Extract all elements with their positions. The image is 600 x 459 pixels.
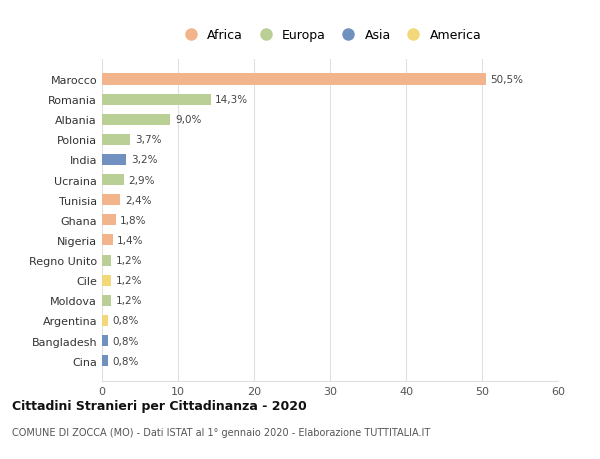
Text: Cittadini Stranieri per Cittadinanza - 2020: Cittadini Stranieri per Cittadinanza - 2…: [12, 399, 307, 412]
Text: 2,9%: 2,9%: [128, 175, 155, 185]
Text: 3,2%: 3,2%: [131, 155, 157, 165]
Bar: [102, 315, 108, 326]
Bar: [102, 195, 120, 206]
Text: 1,2%: 1,2%: [116, 275, 142, 285]
Text: 0,8%: 0,8%: [113, 316, 139, 326]
Text: 0,8%: 0,8%: [113, 336, 139, 346]
Text: COMUNE DI ZOCCA (MO) - Dati ISTAT al 1° gennaio 2020 - Elaborazione TUTTITALIA.I: COMUNE DI ZOCCA (MO) - Dati ISTAT al 1° …: [12, 427, 430, 437]
Text: 1,2%: 1,2%: [116, 256, 142, 265]
Bar: [102, 155, 127, 166]
Text: 50,5%: 50,5%: [490, 75, 523, 85]
Bar: [102, 95, 211, 106]
Bar: [102, 114, 170, 125]
Bar: [102, 275, 111, 286]
Bar: [102, 355, 108, 366]
Text: 14,3%: 14,3%: [215, 95, 248, 105]
Bar: [102, 74, 486, 85]
Text: 0,8%: 0,8%: [113, 356, 139, 366]
Bar: [102, 134, 130, 146]
Text: 9,0%: 9,0%: [175, 115, 202, 125]
Bar: [102, 255, 111, 266]
Text: 3,7%: 3,7%: [134, 135, 161, 145]
Text: 2,4%: 2,4%: [125, 195, 151, 205]
Text: 1,8%: 1,8%: [120, 215, 147, 225]
Bar: [102, 174, 124, 186]
Text: 1,4%: 1,4%: [117, 235, 144, 246]
Bar: [102, 295, 111, 306]
Legend: Africa, Europa, Asia, America: Africa, Europa, Asia, America: [173, 24, 487, 47]
Bar: [102, 335, 108, 346]
Bar: [102, 215, 116, 226]
Text: 1,2%: 1,2%: [116, 296, 142, 306]
Bar: [102, 235, 113, 246]
